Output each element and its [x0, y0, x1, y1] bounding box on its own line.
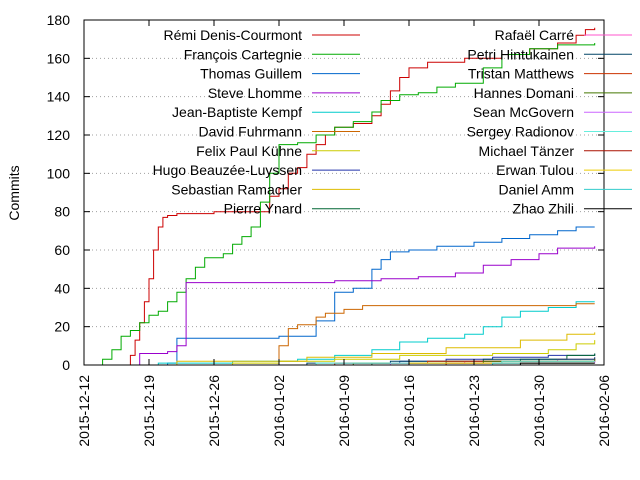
y-tick-label: 160	[47, 50, 71, 66]
y-tick-label: 140	[47, 89, 71, 105]
y-tick-label: 0	[62, 357, 70, 373]
x-tick-label: 2015-12-12	[76, 375, 92, 447]
legend-label: Zhao Zhili	[513, 201, 574, 217]
legend-label: Rémi Denis-Courmont	[164, 27, 303, 43]
x-tick-label: 2016-01-30	[531, 375, 547, 447]
legend-label: Daniel Amm	[499, 181, 574, 197]
y-tick-label: 20	[54, 319, 70, 335]
legend-label: Erwan Tulou	[496, 162, 574, 178]
series-line-11	[139, 357, 596, 366]
series-line-1	[102, 43, 596, 365]
legend-label: Petri Hintukainen	[467, 46, 574, 62]
series-line-3	[130, 246, 596, 366]
series-line-2	[130, 226, 595, 366]
grid-lines	[84, 57, 604, 328]
legend-label: David Fuhrmann	[199, 124, 303, 140]
x-tick-label: 2016-02-06	[596, 375, 612, 447]
y-tick-label: 80	[54, 204, 70, 220]
legend-label: Hannes Domani	[474, 85, 574, 101]
x-tick-label: 2015-12-19	[141, 375, 157, 447]
legend-label: Sergey Radionov	[467, 124, 574, 140]
tick-labels: 0 20 40 60 80 100 120 140 160 180 2015-12-12 2015-1…	[47, 12, 612, 447]
series-line-8	[139, 332, 596, 366]
y-tick-label: 100	[47, 165, 71, 181]
series-line-5	[139, 303, 595, 366]
legend-label: Thomas Guillem	[200, 66, 302, 82]
y-tick-label: 40	[54, 280, 70, 296]
y-tick-label: 180	[47, 12, 71, 28]
axes	[83, 19, 605, 366]
x-tick-label: 2016-01-09	[336, 375, 352, 447]
x-tick-label: 2016-01-02	[271, 375, 287, 447]
legend-label: Rafaël Carré	[495, 27, 575, 43]
legend-label: Felix Paul Kühne	[196, 143, 302, 159]
legend-label: Pierre Ynard	[224, 201, 302, 217]
legend-label: Sebastian Ramacher	[171, 181, 302, 197]
legend-label: Hugo Beauzée-Luyssen	[153, 162, 302, 178]
x-tick-label: 2016-01-23	[466, 375, 482, 447]
y-tick-label: 60	[54, 242, 70, 258]
x-tick-label: 2016-01-16	[401, 375, 417, 447]
legend-label: Steve Lhomme	[208, 85, 302, 101]
legend-label: Jean-Baptiste Kempf	[172, 104, 302, 120]
y-tick-label: 120	[47, 127, 71, 143]
series-line-6	[139, 340, 596, 366]
series-line-13	[139, 359, 596, 366]
legend-label: Tristan Matthews	[468, 66, 574, 82]
legend-label: François Cartegnie	[184, 46, 302, 62]
legend: Rémi Denis-Courmont François Cartegnie Tho…	[153, 27, 632, 217]
series-line-12	[139, 359, 596, 366]
y-axis-label: Commits	[6, 165, 22, 220]
legend-label: Sean McGovern	[473, 104, 574, 120]
legend-label: Michael Tänzer	[479, 143, 575, 159]
x-tick-label: 2015-12-26	[206, 375, 222, 447]
